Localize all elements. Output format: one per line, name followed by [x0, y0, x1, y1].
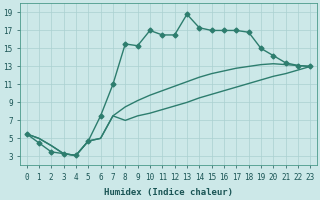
X-axis label: Humidex (Indice chaleur): Humidex (Indice chaleur)	[104, 188, 233, 197]
